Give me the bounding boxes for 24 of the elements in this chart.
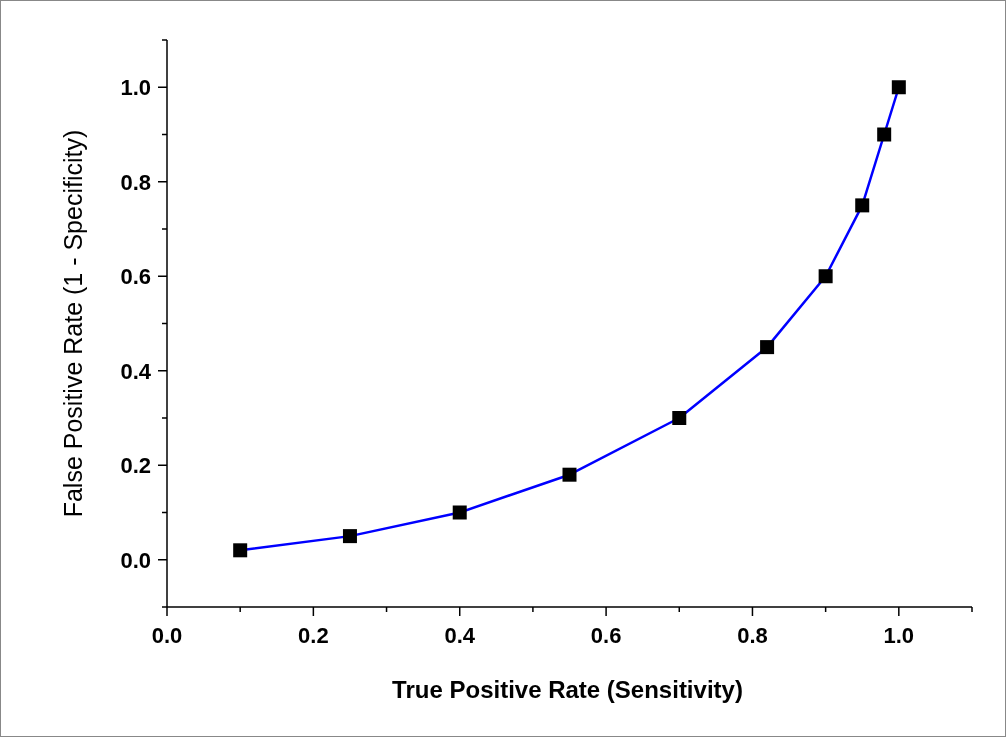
point (855, 198, 870, 213)
y-axis-title: False Positive Rate (1 - Specificity) (59, 129, 87, 518)
x-tick-label: 0.6 (590, 623, 622, 648)
y-tick-label: 0.4 (120, 358, 152, 384)
point (233, 543, 248, 558)
point (562, 467, 577, 482)
point (342, 529, 357, 544)
y-tick-label: 0.8 (120, 169, 151, 195)
x-tick-label: 1.0 (883, 623, 915, 648)
point (452, 505, 467, 520)
point (877, 127, 892, 142)
point (891, 80, 906, 95)
y-tick-label: 0.2 (120, 453, 151, 479)
point (760, 340, 775, 355)
x-tick-label: 0.4 (444, 623, 476, 648)
x-tick-label: 0.2 (298, 623, 329, 648)
x-axis-title: True Positive Rate (Sensitivity) (392, 676, 743, 703)
y-tick-label: 1.0 (120, 75, 151, 101)
point (672, 411, 687, 425)
x-tick-label: 0.0 (151, 623, 183, 648)
y-tick-label: 0.6 (120, 264, 151, 290)
y-tick-label: 0.0 (120, 547, 151, 573)
x-tick-label: 0.8 (737, 623, 768, 648)
point (818, 269, 833, 284)
